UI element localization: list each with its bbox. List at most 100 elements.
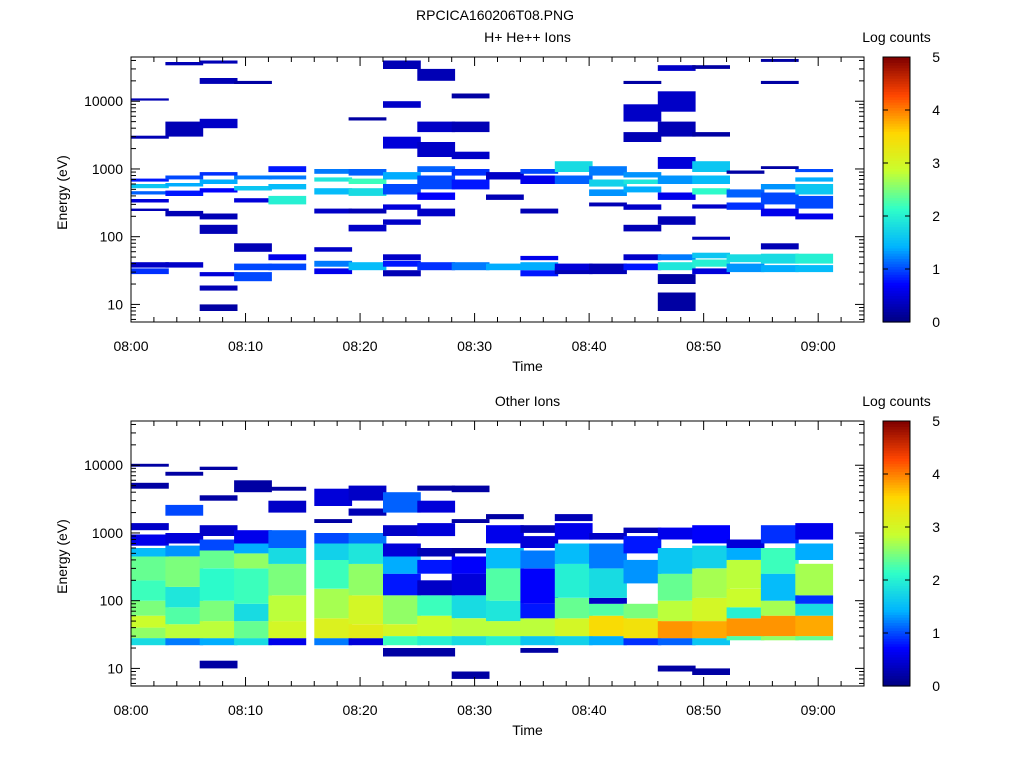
heatmap-cell <box>451 548 490 554</box>
colorbar-step <box>883 144 910 148</box>
heatmap-cell <box>314 638 353 646</box>
heatmap-cell <box>131 580 169 601</box>
colorbar-step <box>883 300 910 305</box>
heatmap-cell <box>234 175 272 180</box>
heatmap-cell <box>623 527 662 533</box>
colorbar-step <box>883 319 910 323</box>
heatmap-cell <box>234 198 272 203</box>
heatmap-cell <box>760 615 799 637</box>
heatmap-cell <box>520 169 559 174</box>
heatmap-cell <box>417 548 456 557</box>
heatmap-cell <box>131 98 169 101</box>
heatmap-cell <box>795 636 834 641</box>
x-tick-label: 09:00 <box>801 702 836 718</box>
heatmap-cell <box>726 588 765 608</box>
heatmap-cell <box>234 186 272 191</box>
heatmap-cell <box>760 184 799 190</box>
heatmap-cell <box>554 263 593 271</box>
colorbar-step <box>883 431 910 435</box>
heatmap-cell <box>234 621 272 639</box>
heatmap-cell <box>760 59 799 62</box>
colorbar-step <box>883 582 910 586</box>
heatmap-cell <box>726 548 765 560</box>
heatmap-cell <box>383 60 421 69</box>
heatmap-cell <box>417 559 456 574</box>
colorbar-step <box>883 630 910 634</box>
heatmap-cell <box>726 170 765 174</box>
colorbar-step <box>883 139 910 143</box>
x-tick-label: 08:10 <box>228 702 263 718</box>
colorbar-step <box>883 569 910 573</box>
heatmap-cell <box>451 573 490 596</box>
colorbar-step <box>883 279 910 283</box>
colorbar-step <box>883 683 910 687</box>
colorbar-step <box>883 250 910 254</box>
colorbar-step <box>883 625 910 629</box>
x-axis: 08:00 08:10 08:20 08:30 08:40 08:50 09:00 <box>113 57 865 354</box>
colorbar-step <box>883 261 910 265</box>
heatmap-cell <box>234 543 272 554</box>
heatmap-cell <box>760 80 799 84</box>
x-tick-label: 08:20 <box>343 338 378 354</box>
heatmap-cell <box>383 254 421 261</box>
heatmap-cell <box>417 121 456 133</box>
heatmap-cell <box>554 636 593 646</box>
heatmap-cell <box>199 466 238 470</box>
colorbar-step <box>883 640 910 645</box>
heatmap-cell <box>199 600 238 622</box>
heatmap-cell <box>486 525 524 544</box>
colorbar-step <box>883 168 910 172</box>
heatmap-cell <box>234 263 272 271</box>
heatmap-cell <box>692 259 730 267</box>
heatmap-cell <box>692 132 730 137</box>
heatmap-cell <box>165 190 204 196</box>
colorbar-step <box>883 476 910 480</box>
heatmap-cell <box>417 595 456 616</box>
heatmap-cell <box>623 172 662 178</box>
heatmap-cell <box>726 559 765 589</box>
heatmap-cell <box>131 463 169 467</box>
heatmap-cell <box>657 262 696 271</box>
y-tick-label: 1000 <box>92 161 123 177</box>
heatmap-cell <box>692 236 730 240</box>
colorbar-step <box>883 654 910 658</box>
x-tick-label: 08:10 <box>228 338 263 354</box>
colorbar-step <box>883 587 910 592</box>
colorbar-step <box>883 266 910 270</box>
colorbar-tick-label: 2 <box>932 572 940 588</box>
colorbar-step <box>883 495 910 499</box>
colorbar-step <box>883 133 910 138</box>
heatmap-cell <box>234 272 272 282</box>
colorbar-step <box>883 513 910 517</box>
heatmap-cell <box>451 179 490 190</box>
colorbar-step <box>883 595 910 600</box>
heatmap-cell <box>657 665 696 672</box>
heatmap-cell <box>692 161 730 172</box>
y-axis-label: Energy (eV) <box>54 155 70 230</box>
heatmap-cell <box>692 268 730 275</box>
colorbar-label: Log counts <box>862 29 931 45</box>
heatmap-cell <box>692 545 730 569</box>
heatmap-cell <box>348 638 387 646</box>
heatmap-cell <box>131 268 169 275</box>
heatmap-cell <box>383 543 421 557</box>
heatmap-cell <box>451 262 490 271</box>
heatmap-cell <box>451 636 490 646</box>
colorbar-step <box>883 255 910 259</box>
x-axis-label: Time <box>512 722 543 738</box>
x-tick-label: 08:50 <box>686 702 721 718</box>
heatmap-cell <box>520 550 559 569</box>
colorbar-step <box>883 511 910 515</box>
colorbar-step <box>883 428 910 433</box>
heatmap-cell <box>165 504 204 516</box>
heatmap-cell <box>623 603 662 619</box>
colorbar-step <box>883 107 910 111</box>
y-tick-label: 10 <box>107 296 123 312</box>
colorbar-step <box>883 524 910 528</box>
heatmap-cell <box>589 166 627 176</box>
x-tick-label: 08:30 <box>457 338 492 354</box>
colorbar-step <box>883 91 910 95</box>
heatmap-cell <box>165 175 204 180</box>
colorbar-step <box>883 94 910 98</box>
